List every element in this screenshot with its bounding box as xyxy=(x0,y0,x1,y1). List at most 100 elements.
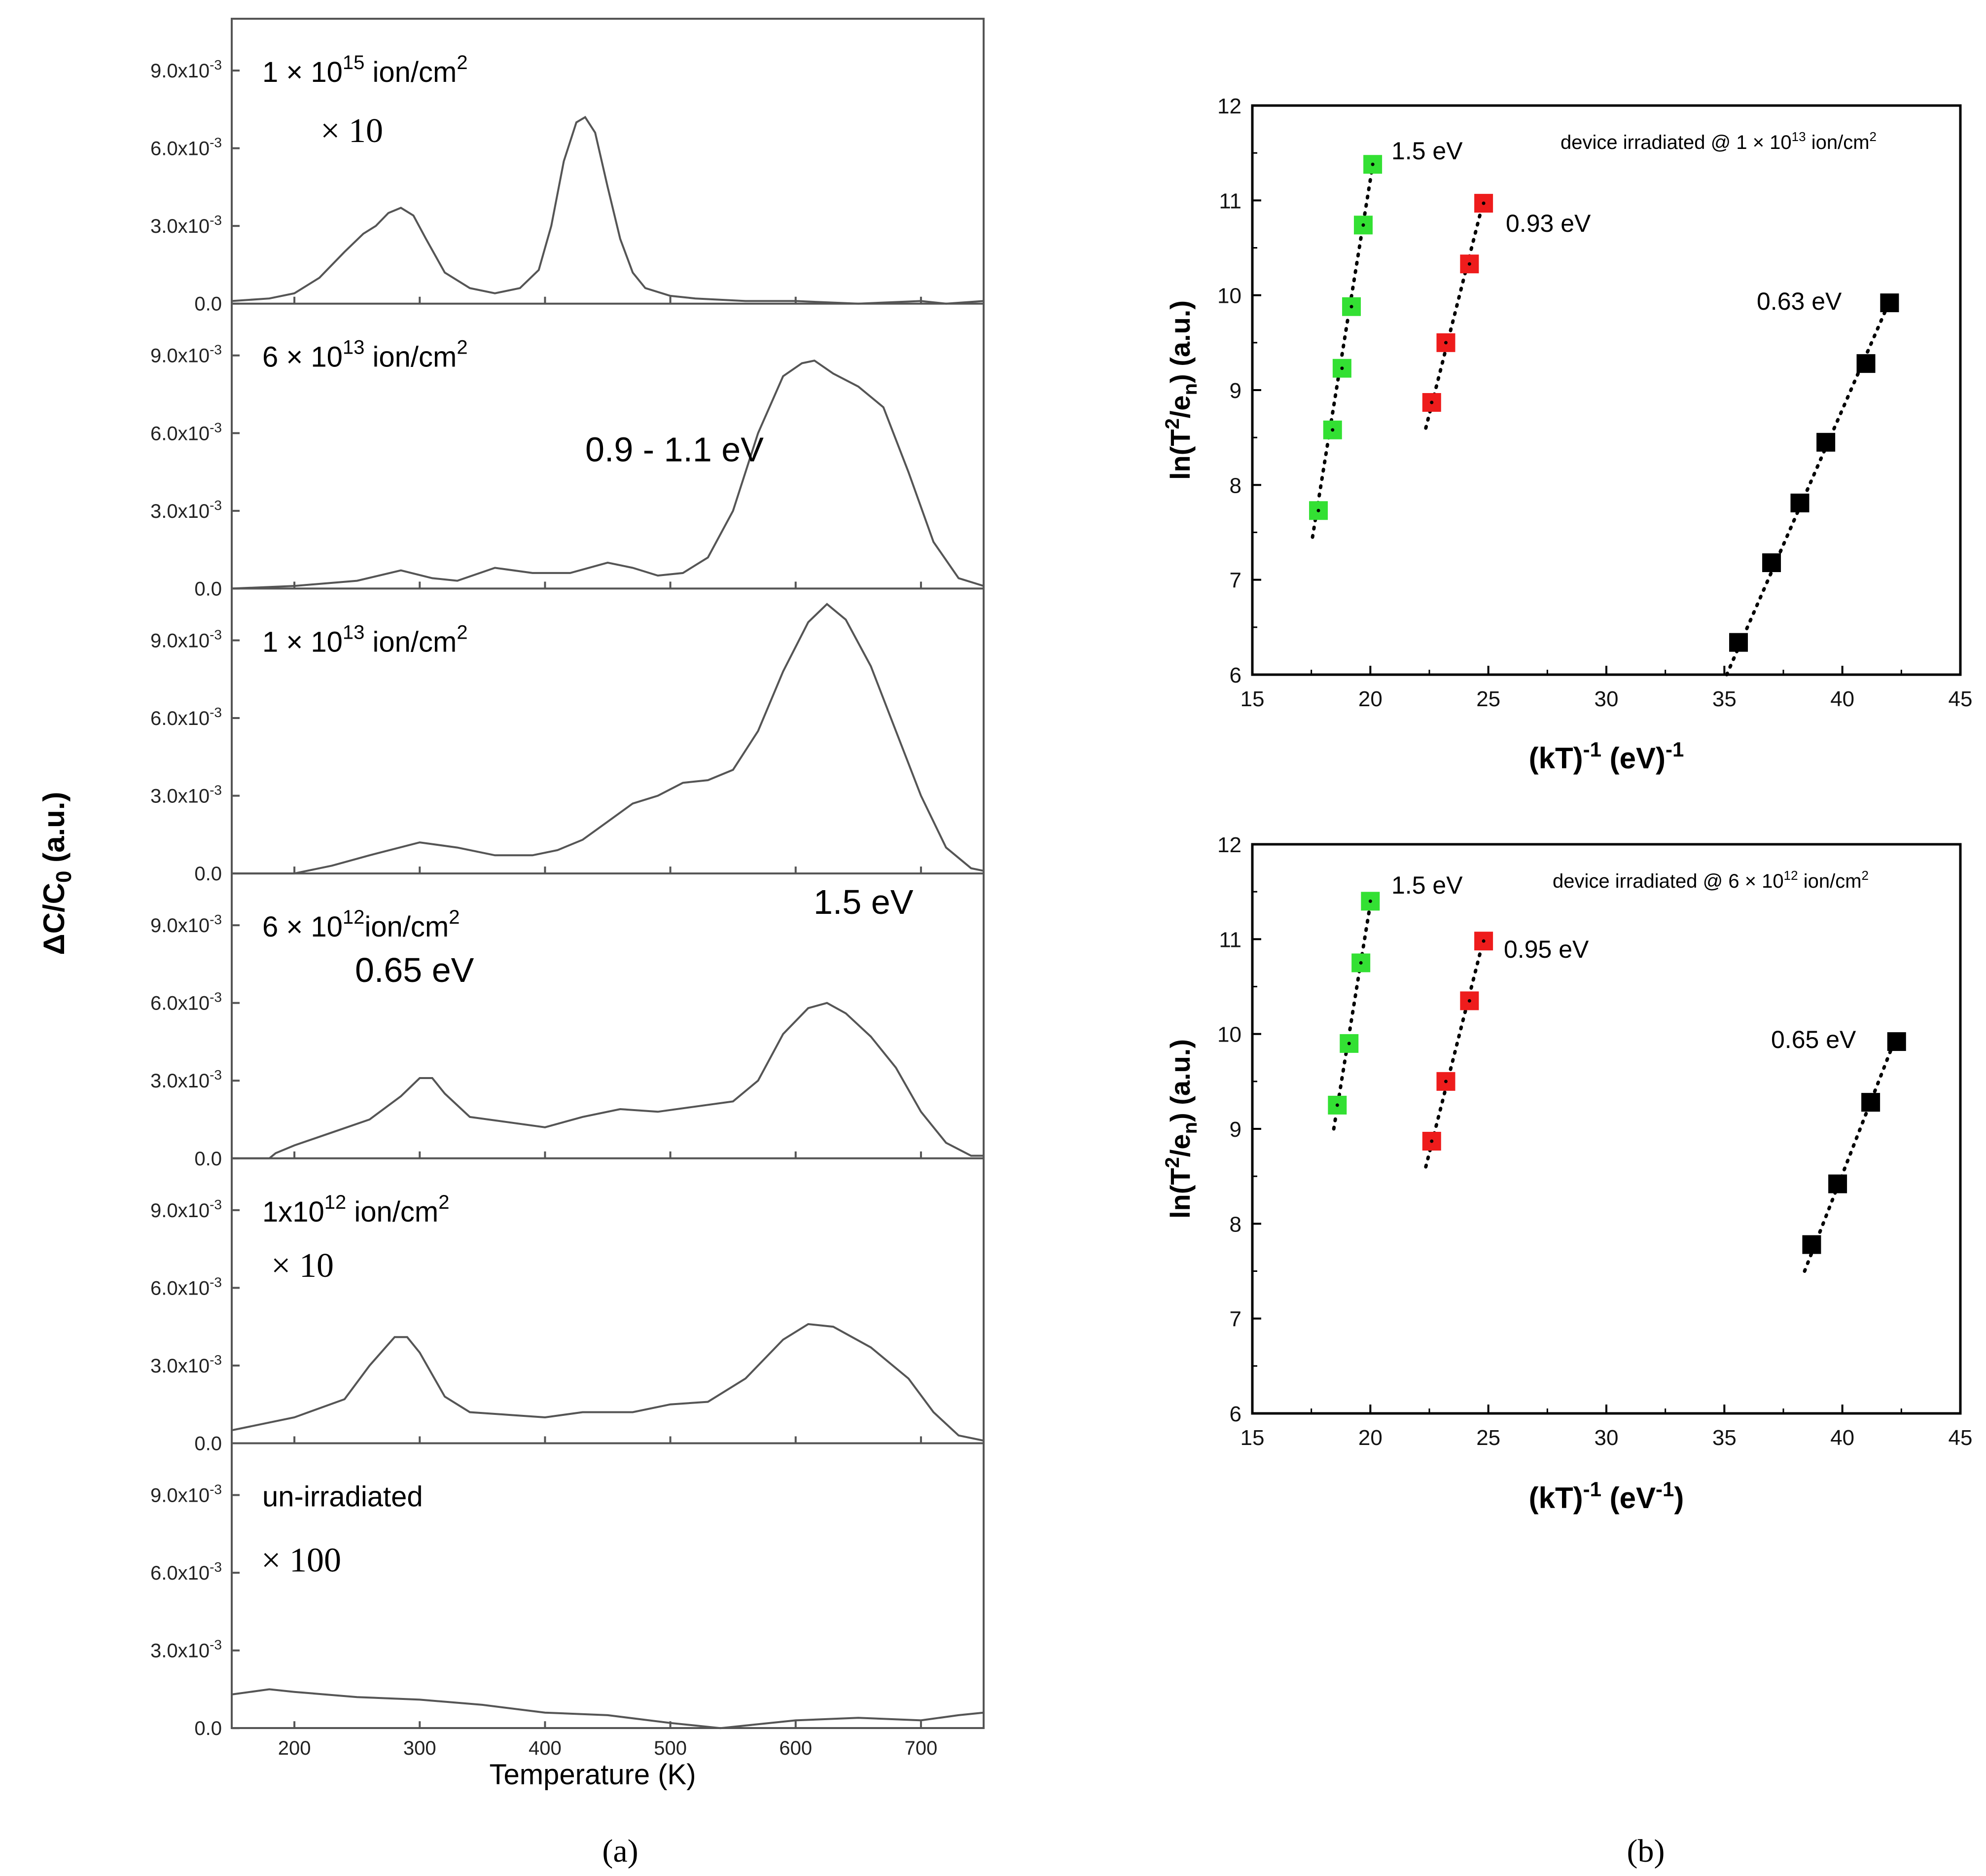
panel-b-top-frame xyxy=(1251,104,1962,676)
fit-dot xyxy=(1430,1139,1434,1143)
fit-line xyxy=(1803,1027,1901,1273)
x-tick-label: 40 xyxy=(1830,1426,1854,1450)
dose-label: 1 × 1013 ion/cm2 xyxy=(262,621,468,658)
panel-b-bottom-xlabel: (kT)-1 (eV-1) xyxy=(1529,1478,1684,1515)
fit-dot xyxy=(1335,1103,1339,1107)
dose-label: 6 × 1013 ion/cm2 xyxy=(262,337,468,373)
panel-b-bottom: 15 20 25 30 35 40 45 6 7 8 9 10 11 12 device irradiat… xyxy=(1162,833,1972,1515)
y-tick-label: 0.0 xyxy=(194,863,222,885)
x-tick-label: 400 xyxy=(529,1737,562,1759)
y-tick-label: 6.0x10-3 xyxy=(150,1274,222,1299)
x-tick-label: 45 xyxy=(1949,1426,1973,1450)
annotation: × 10 xyxy=(271,1247,334,1285)
annotation: × 100 xyxy=(261,1542,341,1580)
fit-dot xyxy=(1371,162,1375,166)
y-tick-label: 3.0x10-3 xyxy=(150,213,222,237)
fit-dot xyxy=(1798,501,1802,505)
fit-dot xyxy=(1824,440,1828,444)
x-tick-label: 200 xyxy=(278,1737,311,1759)
y-tick-label: 10 xyxy=(1217,284,1241,308)
y-tick-label: 8 xyxy=(1230,473,1241,498)
subplot-2: 0.0 3.0x10-3 6.0x10-3 9.0x10-3 1 × 1013 ion/… xyxy=(150,587,984,885)
y-tick-label: 0.0 xyxy=(194,578,222,600)
fit-dot xyxy=(1809,1243,1813,1247)
fit-dot xyxy=(1316,508,1320,512)
dose-label: 1 × 1015 ion/cm2 xyxy=(262,52,468,88)
fit-dot xyxy=(1444,1080,1448,1083)
y-tick-label: 6 xyxy=(1230,663,1241,687)
y-tick-label: 11 xyxy=(1219,928,1241,952)
fit-line xyxy=(1725,289,1896,677)
panel-b-top-xlabel: (kT)-1 (eV)-1 xyxy=(1529,738,1684,775)
y-tick-label: 6.0x10-3 xyxy=(150,705,222,729)
x-tick-label: 30 xyxy=(1595,1426,1619,1450)
annotation: 1.5 eV xyxy=(814,883,914,921)
panel-a-xlabel: Temperature (K) xyxy=(489,1759,696,1791)
x-tick-label: 20 xyxy=(1358,687,1383,711)
dose-label: un-irradiated xyxy=(262,1481,423,1513)
fit-dot xyxy=(1361,223,1365,227)
y-tick-label: 9.0x10-3 xyxy=(150,57,222,82)
label-0.93ev: 0.93 eV xyxy=(1506,210,1591,237)
y-tick-label: 12 xyxy=(1217,833,1241,857)
fit-line xyxy=(1311,156,1376,539)
fit-line xyxy=(1424,194,1487,430)
subplot-5: 0.0 3.0x10-3 6.0x10-3 9.0x10-3 un-irradiated… xyxy=(150,1442,984,1739)
subplot-4: 0.0 3.0x10-3 6.0x10-3 9.0x10-3 1x1012 ion/cm… xyxy=(150,1157,984,1455)
spectrum-curve xyxy=(231,1323,984,1442)
fit-dot xyxy=(1770,561,1773,565)
annotation: 0.65 eV xyxy=(355,951,474,989)
y-tick-label: 3.0x10-3 xyxy=(150,783,222,807)
fit-dot xyxy=(1482,201,1486,205)
spectrum-curve xyxy=(232,1002,984,1159)
dose-label: 6 × 1012ion/cm2 xyxy=(262,906,460,943)
label-0.63ev: 0.63 eV xyxy=(1757,288,1842,315)
y-tick-label: 9.0x10-3 xyxy=(150,1482,222,1507)
subplot-1: 0.0 3.0x10-3 6.0x10-3 9.0x10-3 6 × 1013 ion/… xyxy=(150,302,984,600)
panel-a-caption: (a) xyxy=(602,1833,638,1869)
fit-dot xyxy=(1869,1100,1873,1104)
y-tick-label: 3.0x10-3 xyxy=(150,498,222,522)
y-tick-label: 6 xyxy=(1230,1402,1241,1426)
x-tick-label: 35 xyxy=(1712,1426,1737,1450)
x-tick-label: 25 xyxy=(1476,1426,1500,1450)
y-tick-label: 9.0x10-3 xyxy=(150,627,222,651)
annotation: 0.9 - 1.1 eV xyxy=(585,431,764,469)
fit-dot xyxy=(1444,341,1448,345)
spectrum-curve xyxy=(231,115,984,305)
fit-dot xyxy=(1864,361,1868,365)
fit-line xyxy=(1424,933,1487,1169)
y-tick-label: 6.0x10-3 xyxy=(150,990,222,1014)
x-tick-label: 600 xyxy=(779,1737,812,1759)
spectrum-curve xyxy=(231,1688,984,1730)
panel-b-top-title: device irradiated @ 1 × 1013 ion/cm2 xyxy=(1560,129,1877,153)
y-tick-label: 8 xyxy=(1230,1212,1241,1236)
y-tick-label: 6.0x10-3 xyxy=(150,420,222,444)
y-tick-label: 9.0x10-3 xyxy=(150,1197,222,1222)
spectrum-curve xyxy=(232,603,984,875)
x-tick-label: 500 xyxy=(654,1737,687,1759)
fit-dot xyxy=(1331,428,1335,432)
y-tick-label: 9 xyxy=(1230,1118,1241,1142)
fit-dot xyxy=(1340,366,1344,370)
panel-a: 0.0 3.0x10-3 6.0x10-3 9.0x10-3 1 × 1015 ion/… xyxy=(37,18,985,1869)
x-tick-label: 35 xyxy=(1712,687,1737,711)
fit-dot xyxy=(1368,899,1372,903)
x-tick-label: 45 xyxy=(1949,687,1973,711)
y-tick-label: 9 xyxy=(1230,379,1241,403)
panel-b-top-ylabel: ln(T2/en) (a.u.) xyxy=(1162,300,1201,480)
y-tick-label: 7 xyxy=(1230,1307,1241,1332)
label-1.5ev-bottom: 1.5 eV xyxy=(1391,871,1463,899)
spectrum-curve xyxy=(231,360,984,590)
y-tick-label: 0.0 xyxy=(194,1148,222,1170)
panel-b-bottom-title: device irradiated @ 6 × 1012 ion/cm2 xyxy=(1553,868,1869,892)
label-0.95ev: 0.95 eV xyxy=(1504,936,1589,963)
y-tick-label: 9.0x10-3 xyxy=(150,912,222,937)
x-tick-label: 20 xyxy=(1358,1426,1383,1450)
fit-dot xyxy=(1895,1040,1899,1044)
y-tick-label: 3.0x10-3 xyxy=(150,1352,222,1377)
y-tick-label: 12 xyxy=(1217,94,1241,118)
y-tick-label: 6.0x10-3 xyxy=(150,1559,222,1584)
y-tick-label: 3.0x10-3 xyxy=(150,1637,222,1662)
